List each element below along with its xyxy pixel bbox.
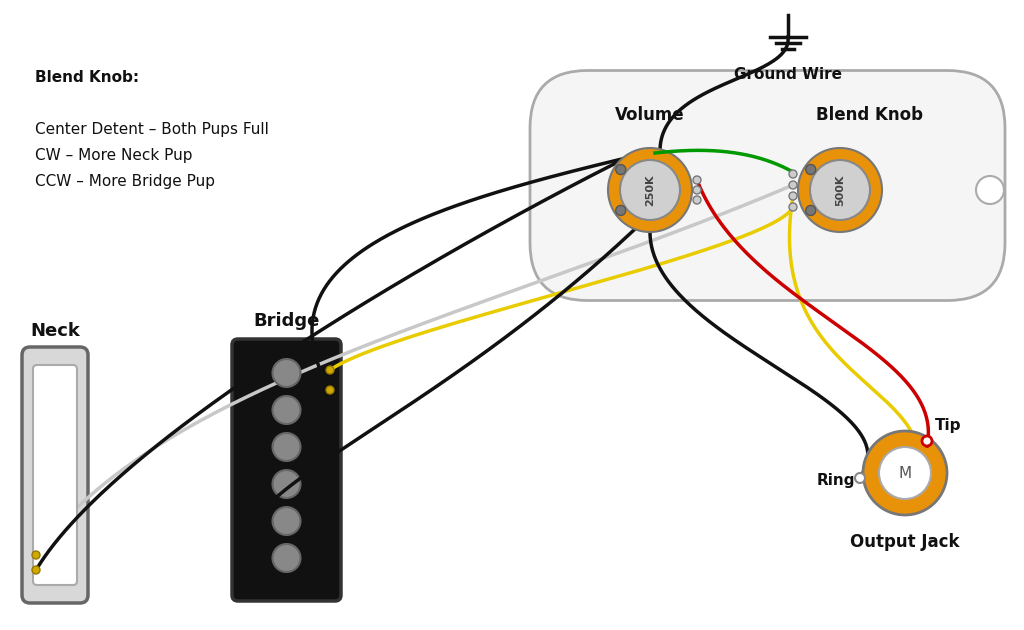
Circle shape xyxy=(790,192,797,200)
Text: CCW – More Bridge Pup: CCW – More Bridge Pup xyxy=(35,174,215,189)
Circle shape xyxy=(326,366,334,374)
Circle shape xyxy=(272,507,300,535)
Circle shape xyxy=(326,386,334,394)
Text: Ring: Ring xyxy=(816,472,855,488)
Circle shape xyxy=(810,160,870,220)
Circle shape xyxy=(32,566,40,574)
Text: 250K: 250K xyxy=(645,175,655,206)
Circle shape xyxy=(693,196,701,204)
Text: 500K: 500K xyxy=(835,175,845,205)
Text: Volume: Volume xyxy=(615,106,685,124)
FancyBboxPatch shape xyxy=(530,71,1005,301)
Circle shape xyxy=(790,181,797,189)
Circle shape xyxy=(790,170,797,178)
Circle shape xyxy=(272,433,300,461)
Circle shape xyxy=(272,470,300,498)
Text: Blend Knob:: Blend Knob: xyxy=(35,70,139,85)
Circle shape xyxy=(922,436,932,446)
Circle shape xyxy=(863,431,947,515)
Circle shape xyxy=(608,148,692,232)
Circle shape xyxy=(806,205,816,215)
Text: M: M xyxy=(898,466,911,481)
FancyBboxPatch shape xyxy=(232,339,341,601)
Circle shape xyxy=(806,164,816,175)
Text: Blend Knob: Blend Knob xyxy=(816,106,924,124)
Circle shape xyxy=(272,544,300,572)
Text: Ground Wire: Ground Wire xyxy=(734,67,842,82)
Text: Bridge: Bridge xyxy=(253,312,319,330)
Circle shape xyxy=(32,551,40,559)
Circle shape xyxy=(615,164,626,175)
Text: Center Detent – Both Pups Full: Center Detent – Both Pups Full xyxy=(35,122,269,137)
Text: CW – More Neck Pup: CW – More Neck Pup xyxy=(35,148,193,163)
Circle shape xyxy=(798,148,882,232)
Circle shape xyxy=(693,186,701,194)
FancyBboxPatch shape xyxy=(22,347,88,603)
Circle shape xyxy=(693,176,701,184)
FancyBboxPatch shape xyxy=(33,365,77,585)
Circle shape xyxy=(615,205,626,215)
Circle shape xyxy=(620,160,680,220)
Circle shape xyxy=(879,447,931,499)
Circle shape xyxy=(790,203,797,211)
Circle shape xyxy=(976,176,1004,204)
Circle shape xyxy=(272,359,300,387)
Text: Output Jack: Output Jack xyxy=(850,533,959,551)
Circle shape xyxy=(855,473,865,483)
Text: Tip: Tip xyxy=(935,418,962,433)
Circle shape xyxy=(272,396,300,424)
Text: Neck: Neck xyxy=(30,322,80,340)
